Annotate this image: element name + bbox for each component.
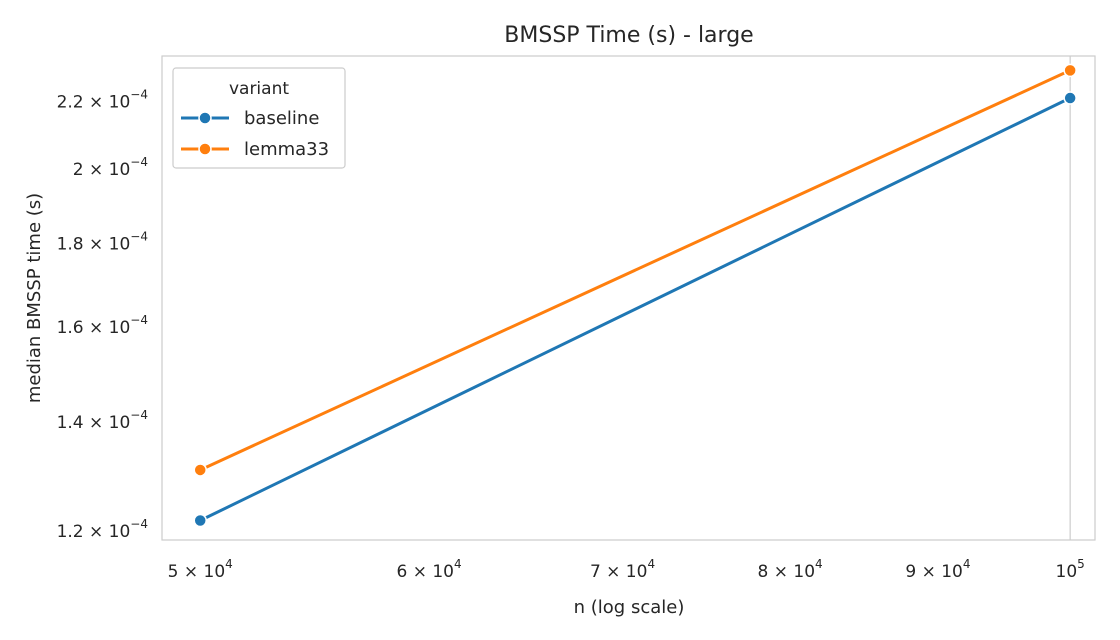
y-tick-label: 1.4 × 10−4 bbox=[57, 408, 148, 433]
x-tick-label: 8 × 104 bbox=[758, 557, 823, 582]
x-tick-label: 6 × 104 bbox=[396, 557, 461, 582]
legend-box bbox=[172, 67, 346, 169]
chart-title: BMSSP Time (s) - large bbox=[504, 23, 753, 48]
legend-items: baseline lemma33 bbox=[181, 108, 329, 160]
series-layer bbox=[193, 63, 1077, 528]
x-axis-label: n (log scale) bbox=[574, 597, 685, 618]
x-tick-label: 9 × 104 bbox=[905, 557, 970, 582]
y-ticks: 1.2 × 10−4 1.4 × 10−4 1.6 × 10−4 1.8 × 10−4… bbox=[57, 87, 148, 542]
legend-label-baseline: baseline bbox=[244, 108, 319, 129]
data-point-baseline bbox=[193, 513, 207, 528]
x-tick-label: 5 × 104 bbox=[168, 557, 233, 582]
data-point-lemma33 bbox=[1063, 63, 1077, 78]
y-tick-label: 1.8 × 10−4 bbox=[57, 230, 148, 255]
data-point-lemma33 bbox=[193, 463, 207, 477]
y-tick-label: 1.6 × 10−4 bbox=[57, 313, 148, 338]
legend-label-lemma33: lemma33 bbox=[244, 139, 329, 160]
data-point-baseline bbox=[1063, 91, 1077, 105]
legend-title: variant bbox=[229, 79, 289, 99]
x-ticks: 5 × 104 6 × 104 7 × 104 8 × 104 9 × 104 105 bbox=[168, 557, 1085, 582]
legend: variant baseline lemma33 bbox=[172, 67, 346, 169]
x-tick-label: 7 × 104 bbox=[590, 557, 655, 582]
y-tick-label: 2.2 × 10−4 bbox=[57, 87, 148, 112]
y-tick-label: 2 × 10−4 bbox=[73, 155, 148, 180]
y-tick-label: 1.2 × 10−4 bbox=[57, 517, 148, 542]
series-line-baseline bbox=[198, 96, 1072, 522]
legend-marker-baseline bbox=[198, 111, 212, 125]
legend-marker-lemma33 bbox=[198, 142, 212, 156]
y-axis-label: median BMSSP time (s) bbox=[24, 193, 45, 403]
plot-frame bbox=[161, 55, 1096, 541]
series-line-lemma33 bbox=[198, 68, 1072, 472]
x-tick-label: 105 bbox=[1056, 557, 1085, 582]
